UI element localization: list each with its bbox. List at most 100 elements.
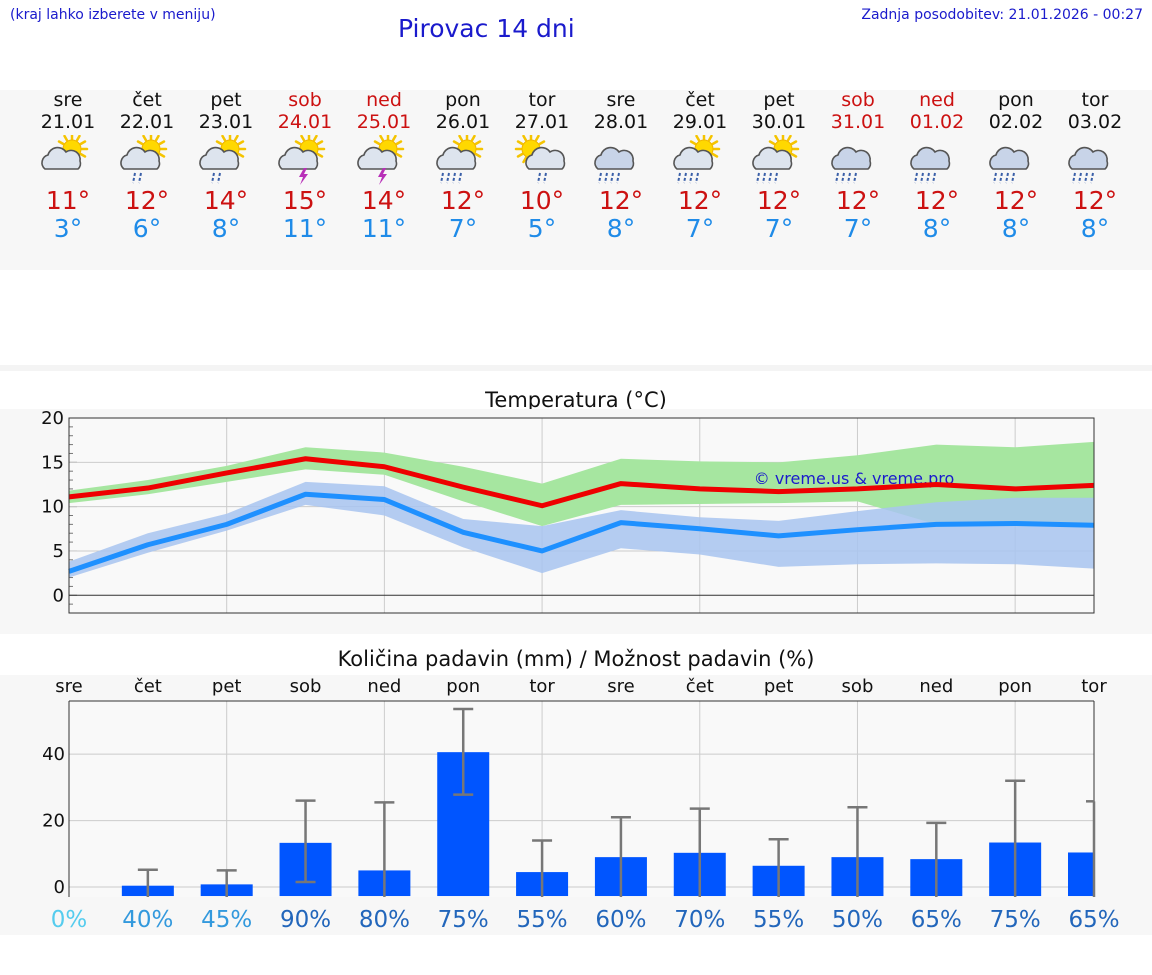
day-name: pon — [445, 89, 481, 111]
day-name: tor — [528, 89, 556, 111]
day-date: 31.01 — [830, 111, 886, 133]
day-date: 21.01 — [40, 111, 96, 133]
precipitation-day-label: tor — [1081, 676, 1107, 697]
day-column: ned 01.02 12° 8° — [897, 90, 977, 243]
temp-max: 12° — [993, 186, 1039, 215]
last-update: Zadnja posodobitev: 21.01.2026 - 00:27 — [861, 7, 1143, 23]
copyright-watermark: © vreme.us & vreme.pro — [754, 469, 955, 488]
cloud-rain-icon — [987, 135, 1045, 187]
day-date: 26.01 — [435, 111, 491, 133]
day-column: pet 30.01 12° 7° — [739, 90, 819, 243]
day-date: 30.01 — [751, 111, 807, 133]
precipitation-day-label: pon — [446, 676, 480, 697]
day-name: ned — [919, 89, 955, 111]
precipitation-chance-label: 90% — [280, 907, 331, 933]
day-date: 03.02 — [1067, 111, 1123, 133]
day-column: čet 22.01 12° 6° — [107, 90, 187, 243]
day-column: pon 02.02 12° 8° — [976, 90, 1056, 243]
precipitation-day-label: pon — [998, 676, 1032, 697]
day-name: tor — [1081, 89, 1109, 111]
cloud-rain-icon — [829, 135, 887, 187]
precipitation-chance-label: 60% — [595, 907, 646, 933]
precipitation-day-label: ned — [919, 676, 953, 697]
temp-max: 12° — [598, 186, 644, 215]
precipitation-chance-label: 75% — [990, 907, 1041, 933]
day-date: 28.01 — [593, 111, 649, 133]
temp-max: 10° — [519, 186, 565, 215]
precipitation-chance-label: 55% — [753, 907, 804, 933]
temp-max: 12° — [756, 186, 802, 215]
day-column: tor 27.01 10° 5° — [502, 90, 582, 243]
temperature-y-tick: 5 — [53, 541, 64, 562]
min-temp-series-line — [68, 491, 1095, 574]
precipitation-day-label: čet — [134, 676, 162, 697]
precipitation-chance-label: 65% — [911, 907, 962, 933]
day-name: sre — [53, 89, 83, 111]
day-column: čet 29.01 12° 7° — [660, 90, 740, 243]
temp-max: 11° — [45, 186, 91, 215]
precipitation-chance-label: 40% — [122, 907, 173, 933]
temp-min: 8° — [1001, 214, 1031, 243]
location-hint: (kraj lahko izberete v meniju) — [10, 7, 216, 23]
temp-min: 11° — [361, 214, 407, 243]
precipitation-chance-label: 50% — [832, 907, 883, 933]
temperature-y-tick: 15 — [41, 452, 64, 473]
precipitation-chance-label: 55% — [517, 907, 568, 933]
precipitation-day-label: pet — [764, 676, 794, 697]
temp-min: 11° — [282, 214, 328, 243]
day-column: pon 26.01 12° 7° — [423, 90, 503, 243]
cloud-rain-icon — [908, 135, 966, 187]
day-column: sre 28.01 12° 8° — [581, 90, 661, 243]
sun-cloud-heavy-rain-icon — [434, 132, 492, 187]
sun-cloud-icon — [39, 132, 97, 187]
day-date: 29.01 — [672, 111, 728, 133]
temp-min: 7° — [448, 214, 478, 243]
day-name: ned — [366, 89, 402, 111]
sun-cloud-light-rain-icon — [513, 132, 571, 187]
cloud-rain-icon — [1066, 135, 1124, 187]
day-name: čet — [132, 89, 162, 111]
sun-cloud-thunder-icon — [355, 132, 413, 187]
temp-max: 15° — [282, 186, 328, 215]
day-column: ned 25.01 14° 11° — [344, 90, 424, 243]
temp-max: 12° — [677, 186, 723, 215]
precipitation-chance-label: 75% — [438, 907, 489, 933]
temp-min: 8° — [606, 214, 636, 243]
precipitation-day-label: ned — [367, 676, 401, 697]
precipitation-chart-title: Količina padavin (mm) / Možnost padavin … — [337, 647, 815, 671]
temp-min: 5° — [527, 214, 557, 243]
day-name: čet — [685, 89, 715, 111]
temp-max: 12° — [440, 186, 486, 215]
day-date: 25.01 — [356, 111, 412, 133]
temperature-chart-title: Temperatura (°C) — [485, 388, 667, 412]
temp-min: 8° — [922, 214, 952, 243]
day-column: sob 31.01 12° 7° — [818, 90, 898, 243]
temp-min: 6° — [132, 214, 162, 243]
day-date: 01.02 — [909, 111, 965, 133]
temperature-y-tick: 10 — [41, 497, 64, 518]
temp-min: 7° — [843, 214, 873, 243]
day-name: sre — [606, 89, 636, 111]
temp-max: 12° — [835, 186, 881, 215]
max-temp-series-line — [68, 456, 1095, 509]
precipitation-chance-label: 80% — [359, 907, 410, 933]
temperature-y-tick: 0 — [53, 585, 64, 606]
precipitation-day-label: tor — [529, 676, 555, 697]
temperature-y-tick: 20 — [41, 408, 64, 429]
temp-max: 12° — [1072, 186, 1118, 215]
precipitation-day-label: pet — [212, 676, 242, 697]
daily-forecast: sre 21.01 11° 3° čet 22.01 12° 6° pet 23.01 14° 8° s… — [0, 90, 1152, 270]
precipitation-chance-label: 45% — [201, 907, 252, 933]
day-date: 22.01 — [119, 111, 175, 133]
sun-cloud-rain-icon — [118, 132, 176, 187]
day-date: 27.01 — [514, 111, 570, 133]
day-date: 23.01 — [198, 111, 254, 133]
temp-min: 8° — [1080, 214, 1110, 243]
min-temp-range-band — [69, 481, 1094, 578]
precipitation-y-tick: 40 — [42, 744, 65, 765]
temp-max: 12° — [914, 186, 960, 215]
sun-cloud-rain-icon — [197, 132, 255, 187]
precipitation-day-label: sre — [55, 676, 82, 697]
day-column: sre 21.01 11° 3° — [28, 90, 108, 243]
